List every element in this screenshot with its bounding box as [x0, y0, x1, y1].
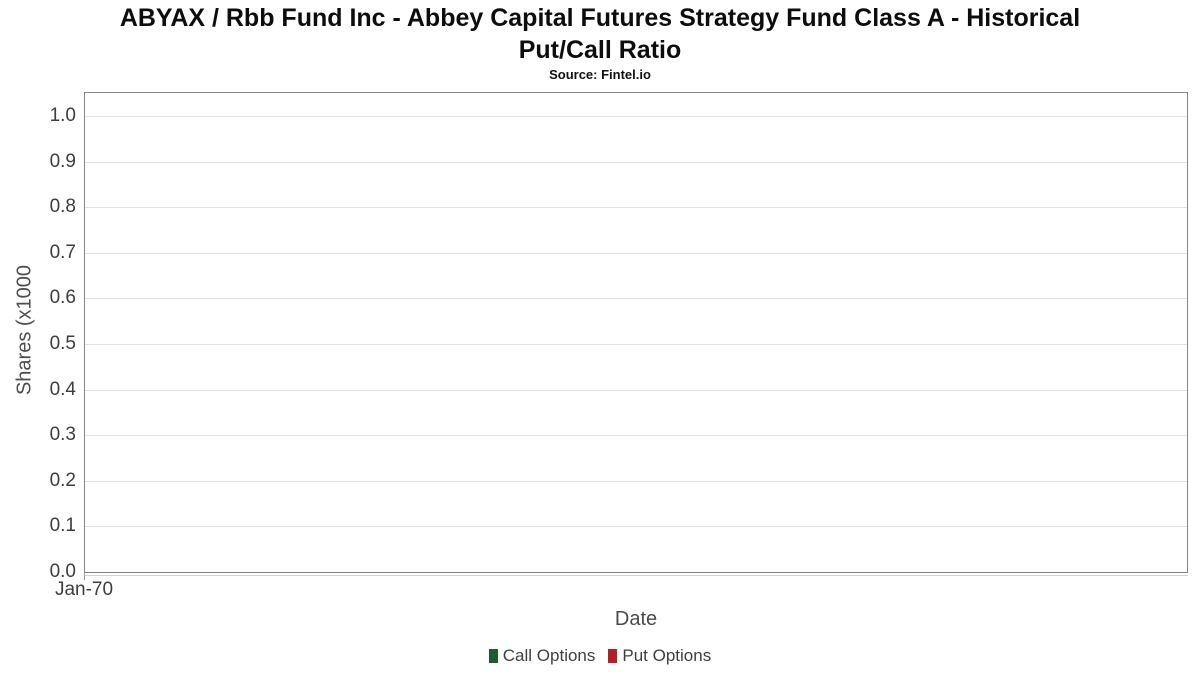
chart-title: ABYAX / Rbb Fund Inc - Abbey Capital Fut… — [0, 2, 1200, 66]
y-axis-title: Shares (x1000 — [13, 264, 36, 396]
x-axis-line — [84, 575, 1188, 576]
x-tick-label-Jan-70: Jan-70 — [54, 579, 114, 600]
gridline-y-1.0 — [85, 116, 1187, 117]
y-tick-label-0.9: 0.9 — [49, 150, 76, 172]
y-tick-label-0.8: 0.8 — [49, 196, 76, 218]
chart-title-line2: Put/Call Ratio — [518, 36, 682, 64]
chart-title-line1: ABYAX / Rbb Fund Inc - Abbey Capital Fut… — [119, 4, 1081, 32]
gridline-y-0.3 — [85, 435, 1187, 437]
legend-marker-icon — [488, 649, 498, 663]
gridline-y-0.4 — [85, 389, 1187, 391]
y-tick-label-0.0: 0.0 — [49, 561, 76, 582]
chart-legend: Call Options Put Options — [0, 646, 1200, 666]
y-tick-label-0.3: 0.3 — [49, 424, 76, 446]
legend-item-call-options[interactable]: Call Options — [488, 646, 596, 666]
x-tick-mark-Jan-70 — [84, 573, 85, 580]
chart-subtitle: Source: Fintel.io — [549, 67, 651, 82]
x-axis-title: Date — [614, 608, 658, 630]
y-tick-label-0.1: 0.1 — [49, 515, 76, 537]
gridline-y-0.7 — [85, 252, 1187, 254]
y-tick-label-0.6: 0.6 — [49, 287, 76, 309]
y-tick-label-1.0: 1.0 — [49, 105, 76, 126]
gridline-y-0.9 — [85, 161, 1187, 163]
plot-area — [84, 92, 1188, 573]
gridline-y-0.6 — [85, 298, 1187, 300]
legend-label: Put Options — [622, 646, 712, 665]
gridline-y-0.1 — [85, 526, 1187, 528]
gridline-y-0.2 — [85, 480, 1187, 482]
legend-marker-icon — [608, 649, 618, 663]
legend-label: Call Options — [502, 646, 596, 665]
gridline-y-0.8 — [85, 207, 1187, 209]
gridline-y-0.5 — [85, 344, 1187, 345]
legend-item-put-options[interactable]: Put Options — [608, 646, 711, 666]
y-tick-label-0.7: 0.7 — [49, 241, 76, 263]
y-tick-label-0.4: 0.4 — [49, 378, 76, 400]
y-tick-label-0.2: 0.2 — [49, 469, 76, 491]
y-tick-label-0.5: 0.5 — [49, 333, 76, 354]
